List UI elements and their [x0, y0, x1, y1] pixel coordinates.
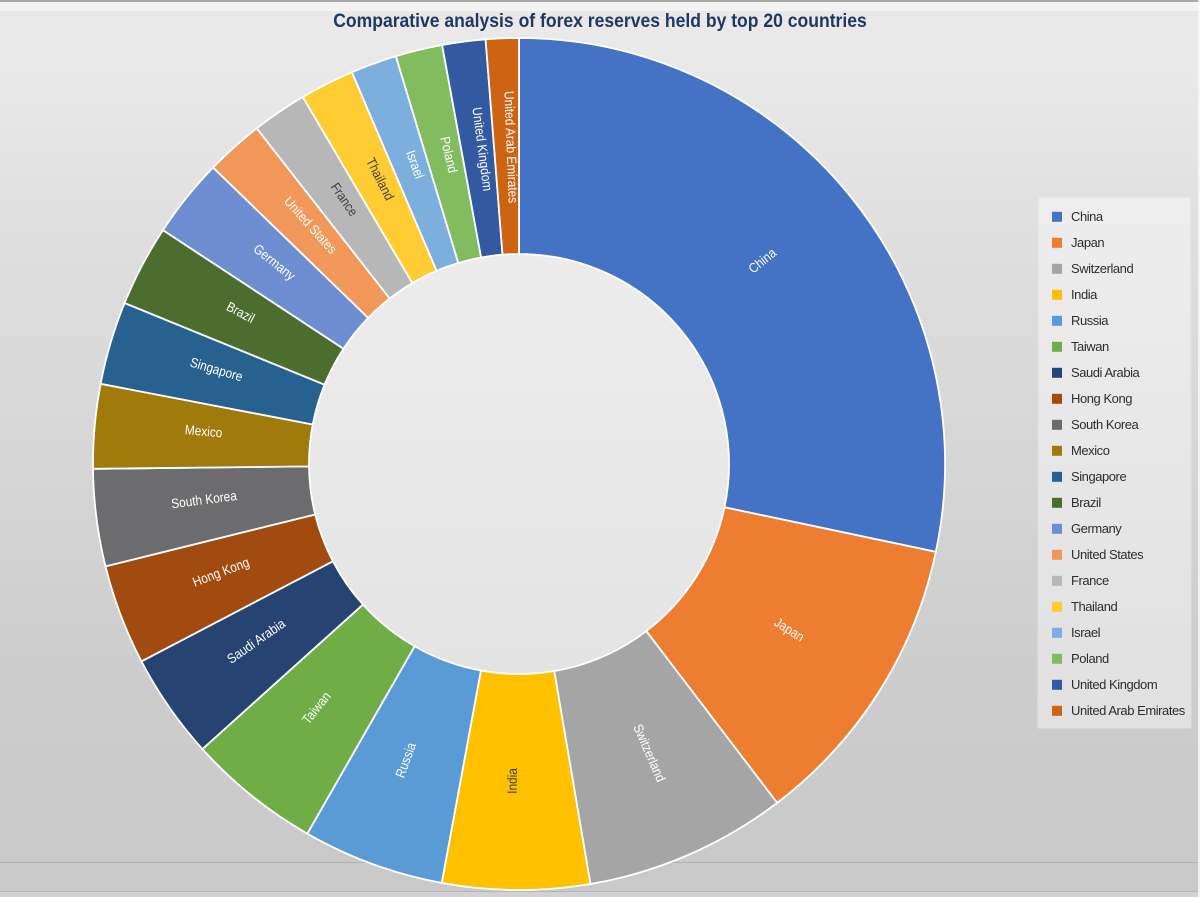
svg-text:Brazil: Brazil [1071, 495, 1101, 510]
svg-text:Israel: Israel [1071, 625, 1101, 640]
svg-text:United Arab Emirates: United Arab Emirates [1071, 703, 1186, 718]
svg-text:Russia: Russia [1071, 313, 1109, 328]
svg-text:Mexico: Mexico [184, 421, 223, 440]
svg-text:United States: United States [1071, 547, 1144, 562]
svg-text:United Arab Emirates: United Arab Emirates [501, 91, 521, 204]
svg-text:Germany: Germany [1071, 521, 1122, 536]
svg-text:Switzerland: Switzerland [1071, 261, 1133, 276]
svg-text:Thailand: Thailand [1071, 599, 1117, 614]
svg-text:Mexico: Mexico [1071, 443, 1110, 458]
svg-text:China: China [1071, 209, 1104, 224]
svg-text:Taiwan: Taiwan [1071, 339, 1109, 354]
svg-text:India: India [1071, 287, 1098, 302]
svg-text:Saudi Arabia: Saudi Arabia [1071, 365, 1141, 380]
svg-text:Japan: Japan [1071, 235, 1104, 250]
svg-text:Hong Kong: Hong Kong [1071, 391, 1132, 406]
svg-text:Poland: Poland [1071, 651, 1109, 666]
svg-text:United Kingdom: United Kingdom [1071, 677, 1157, 692]
svg-text:India: India [504, 767, 520, 794]
svg-text:France: France [1071, 573, 1109, 588]
svg-text:South Korea: South Korea [1071, 417, 1140, 432]
svg-text:Singapore: Singapore [1071, 469, 1126, 484]
